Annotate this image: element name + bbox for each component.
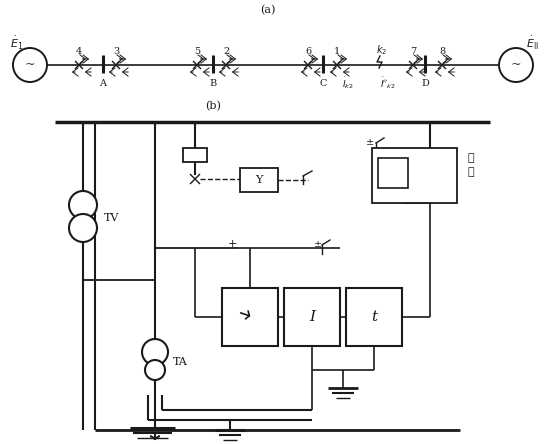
- Text: C: C: [319, 79, 327, 87]
- Text: (a): (a): [260, 5, 276, 15]
- Text: 2: 2: [223, 48, 229, 56]
- Circle shape: [499, 48, 533, 82]
- Text: 号: 号: [468, 167, 475, 177]
- Circle shape: [142, 339, 168, 365]
- Text: ~: ~: [25, 59, 35, 71]
- Text: 信: 信: [468, 153, 475, 163]
- Circle shape: [69, 214, 97, 242]
- Text: 1: 1: [334, 48, 340, 56]
- Text: $\dot{E}_{\rm II}$: $\dot{E}_{\rm II}$: [526, 35, 538, 52]
- Text: $\dot{I}''_{k2}$: $\dot{I}''_{k2}$: [380, 75, 396, 91]
- Circle shape: [145, 360, 165, 380]
- Text: +: +: [227, 239, 237, 249]
- Bar: [372, 148, 457, 203]
- Text: 8: 8: [439, 48, 445, 56]
- Text: Y: Y: [255, 175, 263, 185]
- Text: 4: 4: [76, 48, 82, 56]
- Text: $\dot{I}_{k2}$: $\dot{I}_{k2}$: [342, 75, 354, 91]
- Text: A: A: [100, 79, 106, 87]
- Text: TV: TV: [104, 213, 119, 223]
- Text: $\dot{E}_1$: $\dot{E}_1$: [11, 35, 24, 52]
- Bar: [222, 288, 278, 346]
- Bar: [284, 288, 340, 346]
- Text: TA: TA: [173, 357, 188, 367]
- Circle shape: [69, 191, 97, 219]
- Circle shape: [13, 48, 47, 82]
- Text: 7: 7: [410, 48, 416, 56]
- Text: ~: ~: [511, 59, 521, 71]
- Text: $k_2$: $k_2$: [376, 43, 388, 57]
- Text: 3: 3: [113, 48, 119, 56]
- Text: 6: 6: [305, 48, 311, 56]
- Text: 5: 5: [194, 48, 200, 56]
- Text: t: t: [371, 310, 377, 324]
- Text: D: D: [421, 79, 429, 87]
- Text: (b): (b): [205, 101, 221, 111]
- Bar: [240, 168, 278, 192]
- Bar: [378, 158, 408, 188]
- Text: I: I: [309, 310, 315, 324]
- Text: B: B: [209, 79, 217, 87]
- Text: ±: ±: [366, 138, 374, 147]
- Bar: [346, 288, 402, 346]
- Bar: [183, 148, 207, 162]
- Text: ±: ±: [314, 239, 322, 249]
